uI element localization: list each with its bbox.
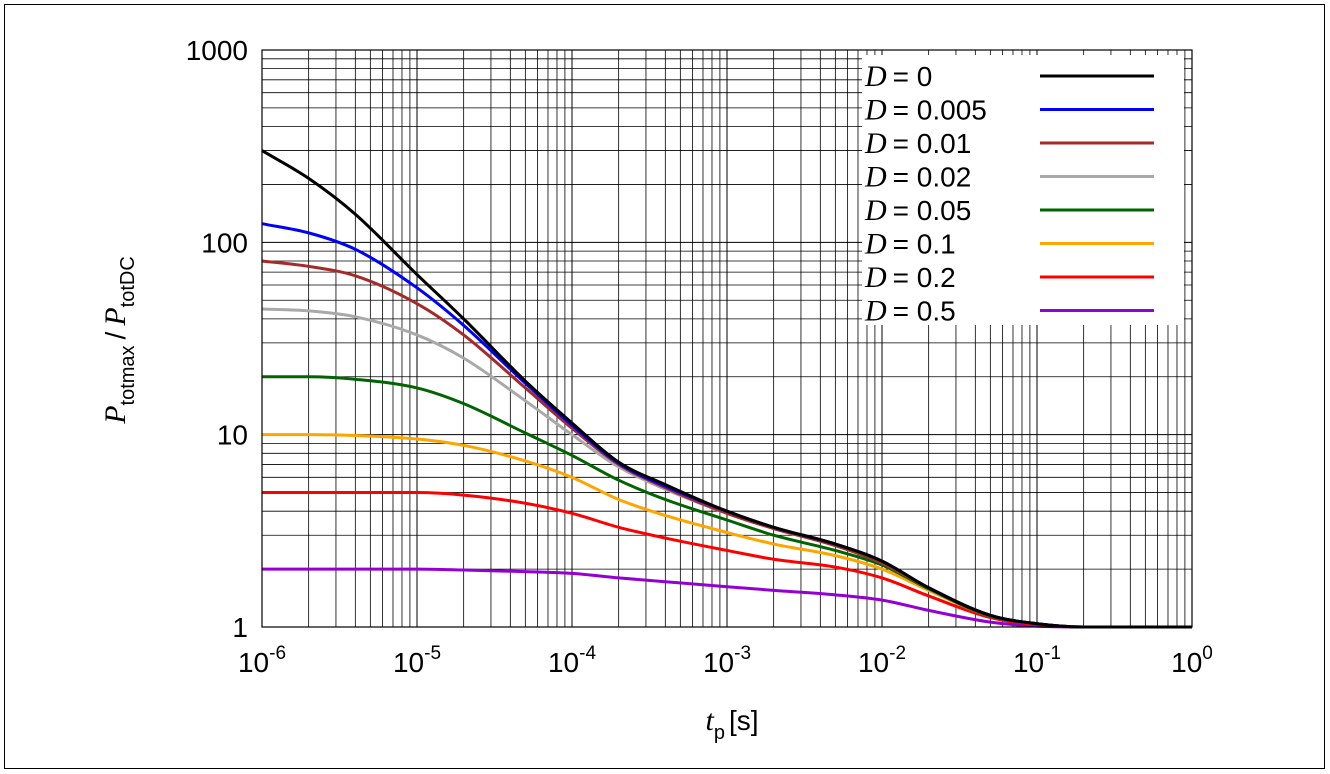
x-tick-label: 10-5 — [393, 643, 441, 678]
x-tick-label: 10-3 — [703, 643, 751, 678]
y-tick-label: 1000 — [186, 35, 248, 66]
x-tick-label: 10-4 — [548, 643, 596, 678]
y-tick-label: 1 — [232, 612, 248, 643]
x-tick-label: 10-1 — [1013, 643, 1061, 678]
series-lines — [261, 149, 1192, 629]
x-tick-label: 100 — [1171, 643, 1213, 678]
series-line-0 — [261, 149, 1192, 629]
legend-label-6: D = 0.2 — [864, 261, 956, 294]
legend-label-3: D = 0.02 — [864, 161, 971, 194]
series-line-7 — [261, 567, 1192, 629]
legend-label-0: D = 0 — [864, 60, 932, 93]
x-axis-label: tp [s] — [705, 704, 758, 744]
legend-label-1: D = 0.005 — [864, 94, 987, 127]
y-axis-label: Ptotmax/PtotDC — [99, 256, 139, 425]
figure-frame — [4, 4, 1325, 769]
y-tick-label: 10 — [217, 420, 248, 451]
legend-label-7: D = 0.5 — [864, 295, 956, 328]
legend-label-2: D = 0.01 — [864, 127, 971, 160]
plot-border — [261, 49, 1193, 628]
grid — [261, 50, 1192, 628]
x-tick-label: 10-2 — [858, 643, 906, 678]
tick-labels: 10-6 10-5 10-4 10-3 10-2 10-1 100 1 10 100 1000 — [186, 35, 1213, 678]
legend-label-5: D = 0.1 — [864, 228, 956, 261]
legend-label-4: D = 0.05 — [864, 194, 971, 227]
x-tick-label: 10-6 — [238, 643, 286, 678]
y-tick-label: 100 — [201, 227, 248, 258]
legend-box — [862, 55, 1184, 325]
